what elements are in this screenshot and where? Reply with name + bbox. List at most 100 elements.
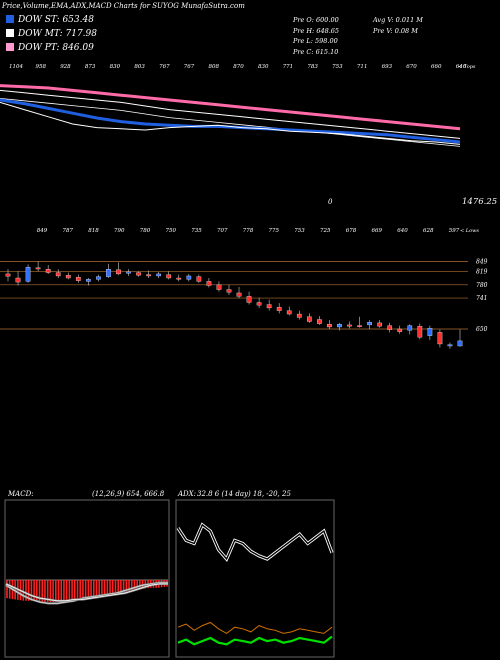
- top-tick-label: 870: [233, 64, 244, 70]
- candle-body: [136, 272, 141, 276]
- top-tick-label: 873: [85, 64, 96, 70]
- candle-body: [286, 310, 292, 315]
- candle-body: [65, 275, 71, 279]
- candle-body: [357, 325, 362, 327]
- legend-dow-mt: DOW MT: 717.98: [6, 29, 97, 39]
- level-label: 650: [476, 326, 488, 333]
- ema-line-3: [0, 101, 461, 145]
- candle-body: [417, 326, 423, 338]
- bottom-tick-label: 725: [320, 228, 331, 234]
- candle-body: [45, 269, 51, 273]
- candle-body: [106, 269, 111, 277]
- adx-plot: [176, 522, 334, 646]
- candle-body: [55, 272, 61, 277]
- bottom-tick-label: 849: [37, 228, 48, 234]
- candle-body: [276, 307, 282, 311]
- bottom-tick-label: 780: [140, 228, 151, 234]
- price-levels: 849 819 780 741 650: [0, 258, 488, 333]
- top-tick-label: 830: [258, 64, 269, 70]
- ema-line-0: [0, 84, 461, 131]
- top-tick-label: 670: [406, 64, 417, 70]
- candle-body: [75, 277, 81, 281]
- stats-volume: Avg V: 0.011 M Pre V: 0.08 M: [373, 15, 423, 36]
- adx-line-inner: [177, 523, 333, 561]
- bottom-tick-label: 735: [191, 228, 202, 234]
- price-bottom-ticks: 849 787 818 790 780 750 735 707 778 775 753 725 678 6…: [37, 228, 460, 234]
- bottom-tick-label: 818: [88, 228, 99, 234]
- macd-signal_line: [5, 583, 168, 602]
- candle-body: [186, 275, 192, 280]
- last-price-label: 1476.25: [462, 197, 497, 207]
- ema-lines: [0, 84, 461, 147]
- candle-body: [387, 325, 393, 330]
- candle-body: [35, 267, 41, 270]
- top-tick-label: 693: [382, 64, 393, 70]
- top-tick-label: 928: [60, 64, 71, 70]
- candle-body: [216, 284, 222, 290]
- top-tick-label: 1104: [9, 64, 23, 70]
- bottom-tick-label: 628: [423, 228, 434, 234]
- adx-line--DI: [177, 621, 333, 634]
- level-label: 741: [476, 295, 487, 302]
- bottom-tick-label: 787: [63, 228, 74, 234]
- macd-title: MACD:: [8, 490, 34, 498]
- stat-avg-volume: Avg V: 0.011 M: [373, 16, 423, 24]
- level-label: 849: [476, 258, 488, 265]
- bottom-tick-label: 597: [449, 228, 460, 234]
- candle-body: [126, 271, 131, 274]
- adx-panel-frame: [175, 499, 335, 658]
- top-tick-label: 767: [159, 64, 170, 70]
- bottom-tick-label: 753: [294, 228, 305, 234]
- top-tick-label: 958: [35, 64, 46, 70]
- legend-swatch-mt: [6, 29, 14, 37]
- candle-body: [337, 324, 342, 328]
- chart-title: Price,Volume,EMA,ADX,MACD Charts for SUY…: [2, 2, 245, 10]
- top-tick-label: 803: [134, 64, 145, 70]
- candle-body: [447, 344, 453, 347]
- candles: [5, 261, 463, 349]
- candle-body: [5, 273, 11, 277]
- lows-label: < Lows: [460, 228, 479, 234]
- bottom-tick-label: 775: [269, 228, 280, 234]
- candle-body: [367, 322, 372, 326]
- legend-label-st: DOW ST: 653.48: [18, 15, 94, 25]
- candle-body: [457, 340, 463, 347]
- candle-body: [327, 324, 332, 328]
- candle-body: [256, 302, 262, 306]
- stat-open: Pre O: 600.00: [293, 16, 339, 24]
- candle-body: [166, 274, 172, 279]
- macd-params: (12,26,9) 654, 666.8: [92, 490, 165, 498]
- stat-close: Pre C: 615.10: [293, 47, 339, 56]
- top-tick-label: 771: [283, 64, 294, 70]
- candle-body: [437, 332, 443, 345]
- candle-body: [146, 274, 151, 277]
- bottom-tick-label: 790: [114, 228, 125, 234]
- candle-body: [407, 325, 413, 331]
- candle-body: [196, 276, 202, 282]
- legend-dow-pt: DOW PT: 846.09: [6, 43, 94, 53]
- stat-prev-volume: Pre V: 0.08 M: [373, 26, 418, 35]
- candle-body: [86, 279, 91, 282]
- macd-panel-frame: [4, 499, 170, 658]
- bottom-tick-label: 778: [243, 228, 254, 234]
- top-tick-label: 783: [307, 64, 318, 70]
- candle-body: [96, 276, 101, 280]
- stat-low: Pre L: 598.00: [293, 37, 338, 45]
- adx-params: 32.8 6 (14 day) 18, -20, 25: [197, 490, 291, 498]
- zero-label: 0: [328, 198, 333, 206]
- adx-title: ADX:: [178, 490, 197, 498]
- candle-body: [116, 269, 121, 275]
- tops-label: < Tops: [458, 64, 476, 70]
- candle-body: [156, 273, 162, 277]
- bottom-tick-label: 640: [397, 228, 408, 234]
- bottom-tick-label: 750: [166, 228, 177, 234]
- candle-body: [15, 277, 21, 283]
- level-label: 819: [476, 269, 488, 276]
- top-tick-label: 711: [357, 64, 368, 70]
- ema-line-1: [0, 89, 461, 139]
- legend-label-mt: DOW MT: 717.98: [18, 29, 97, 39]
- candle-body: [266, 304, 272, 309]
- top-tick-label: 646: [456, 64, 467, 70]
- candle-body: [377, 322, 382, 327]
